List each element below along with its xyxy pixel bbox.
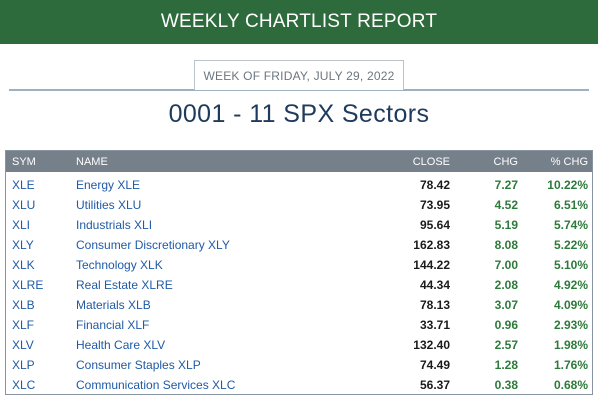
table-row[interactable]: XLRE Real Estate XLRE 44.34 2.08 4.92% <box>6 275 592 295</box>
name-link[interactable]: Health Care XLV <box>76 338 166 352</box>
table-row[interactable]: XLP Consumer Staples XLP 74.49 1.28 1.76% <box>6 355 592 375</box>
chg-value: 2.08 <box>494 278 518 292</box>
pct-chg-value: 5.10% <box>553 258 588 272</box>
header-name[interactable]: NAME <box>76 155 108 168</box>
chg-value: 4.52 <box>494 198 518 212</box>
name-link[interactable]: Consumer Staples XLP <box>76 358 201 372</box>
table-row[interactable]: XLY Consumer Discretionary XLY 162.83 8.08 5… <box>6 235 592 255</box>
week-label-box: WEEK OF FRIDAY, JULY 29, 2022 <box>194 60 404 90</box>
pct-chg-value: 10.22% <box>547 178 588 192</box>
close-value: 144.22 <box>413 258 450 272</box>
symbol-link[interactable]: XLRE <box>12 278 44 292</box>
pct-chg-value: 1.76% <box>553 358 588 372</box>
table-row[interactable]: XLV Health Care XLV 132.40 2.57 1.98% <box>6 335 592 355</box>
name-link[interactable]: Materials XLB <box>76 298 151 312</box>
close-value: 132.40 <box>413 338 450 352</box>
symbol-link[interactable]: XLK <box>12 258 35 272</box>
close-value: 95.64 <box>419 218 450 232</box>
pct-chg-value: 2.93% <box>553 318 588 332</box>
chg-value: 3.07 <box>494 298 518 312</box>
table-row[interactable]: XLF Financial XLF 33.71 0.96 2.93% <box>6 315 592 335</box>
banner-title: WEEKLY CHARTLIST REPORT <box>160 11 438 32</box>
header-sym[interactable]: SYM <box>12 155 36 168</box>
close-value: 44.34 <box>419 278 450 292</box>
symbol-link[interactable]: XLY <box>12 238 34 252</box>
symbol-link[interactable]: XLI <box>12 218 31 232</box>
table-row[interactable]: XLE Energy XLE 78.42 7.27 10.22% <box>6 175 592 195</box>
report-banner: WEEKLY CHARTLIST REPORT <box>0 0 598 44</box>
table-row[interactable]: XLI Industrials XLI 95.64 5.19 5.74% <box>6 215 592 235</box>
symbol-link[interactable]: XLB <box>12 298 35 312</box>
chg-value: 0.96 <box>494 318 518 332</box>
name-link[interactable]: Financial XLF <box>76 318 150 332</box>
close-value: 74.49 <box>419 358 450 372</box>
pct-chg-value: 5.74% <box>553 218 588 232</box>
chg-value: 2.57 <box>494 338 518 352</box>
table-row[interactable]: XLU Utilities XLU 73.95 4.52 6.51% <box>6 195 592 215</box>
symbol-link[interactable]: XLU <box>12 198 36 212</box>
name-link[interactable]: Energy XLE <box>76 178 141 192</box>
symbol-link[interactable]: XLC <box>12 378 36 392</box>
name-link[interactable]: Industrials XLI <box>76 218 153 232</box>
header-chg[interactable]: CHG <box>493 155 518 168</box>
table-row[interactable]: XLB Materials XLB 78.13 3.07 4.09% <box>6 295 592 315</box>
chg-value: 5.19 <box>494 218 518 232</box>
pct-chg-value: 4.09% <box>553 298 588 312</box>
name-link[interactable]: Consumer Discretionary XLY <box>76 238 230 252</box>
pct-chg-value: 5.22% <box>553 238 588 252</box>
pct-chg-value: 1.98% <box>553 338 588 352</box>
name-link[interactable]: Communication Services XLC <box>76 378 236 392</box>
header-pct-chg[interactable]: % CHG <box>550 155 588 168</box>
pct-chg-value: 6.51% <box>553 198 588 212</box>
table-row[interactable]: XLC Communication Services XLC 56.37 0.38 0.… <box>6 375 592 395</box>
name-link[interactable]: Utilities XLU <box>76 198 142 212</box>
chg-value: 1.28 <box>494 358 518 372</box>
pct-chg-value: 0.68% <box>553 378 588 392</box>
page-title: 0001 - 11 SPX Sectors <box>168 100 430 128</box>
symbol-link[interactable]: XLP <box>12 358 35 372</box>
week-label: WEEK OF FRIDAY, JULY 29, 2022 <box>203 68 395 83</box>
table-body: XLE Energy XLE 78.42 7.27 10.22% XLU Utilities… <box>6 175 592 395</box>
pct-chg-value: 4.92% <box>553 278 588 292</box>
table-row[interactable]: XLK Technology XLK 144.22 7.00 5.10% <box>6 255 592 275</box>
name-link[interactable]: Real Estate XLRE <box>76 278 173 292</box>
close-value: 78.42 <box>419 178 450 192</box>
close-value: 33.71 <box>419 318 450 332</box>
table-header: SYM NAME CLOSE CHG % CHG <box>6 151 592 172</box>
chg-value: 7.00 <box>494 258 518 272</box>
symbol-link[interactable]: XLE <box>12 178 35 192</box>
chg-value: 7.27 <box>494 178 518 192</box>
divider-line <box>9 89 589 91</box>
name-link[interactable]: Technology XLK <box>76 258 163 272</box>
chg-value: 8.08 <box>494 238 518 252</box>
header-close[interactable]: CLOSE <box>412 155 450 168</box>
close-value: 162.83 <box>413 238 450 252</box>
symbol-link[interactable]: XLF <box>12 318 35 332</box>
close-value: 73.95 <box>419 198 450 212</box>
sector-table: SYM NAME CLOSE CHG % CHG XLE Energy XLE 78… <box>5 150 593 395</box>
chg-value: 0.38 <box>494 378 518 392</box>
close-value: 78.13 <box>419 298 450 312</box>
close-value: 56.37 <box>419 378 450 392</box>
symbol-link[interactable]: XLV <box>12 338 34 352</box>
